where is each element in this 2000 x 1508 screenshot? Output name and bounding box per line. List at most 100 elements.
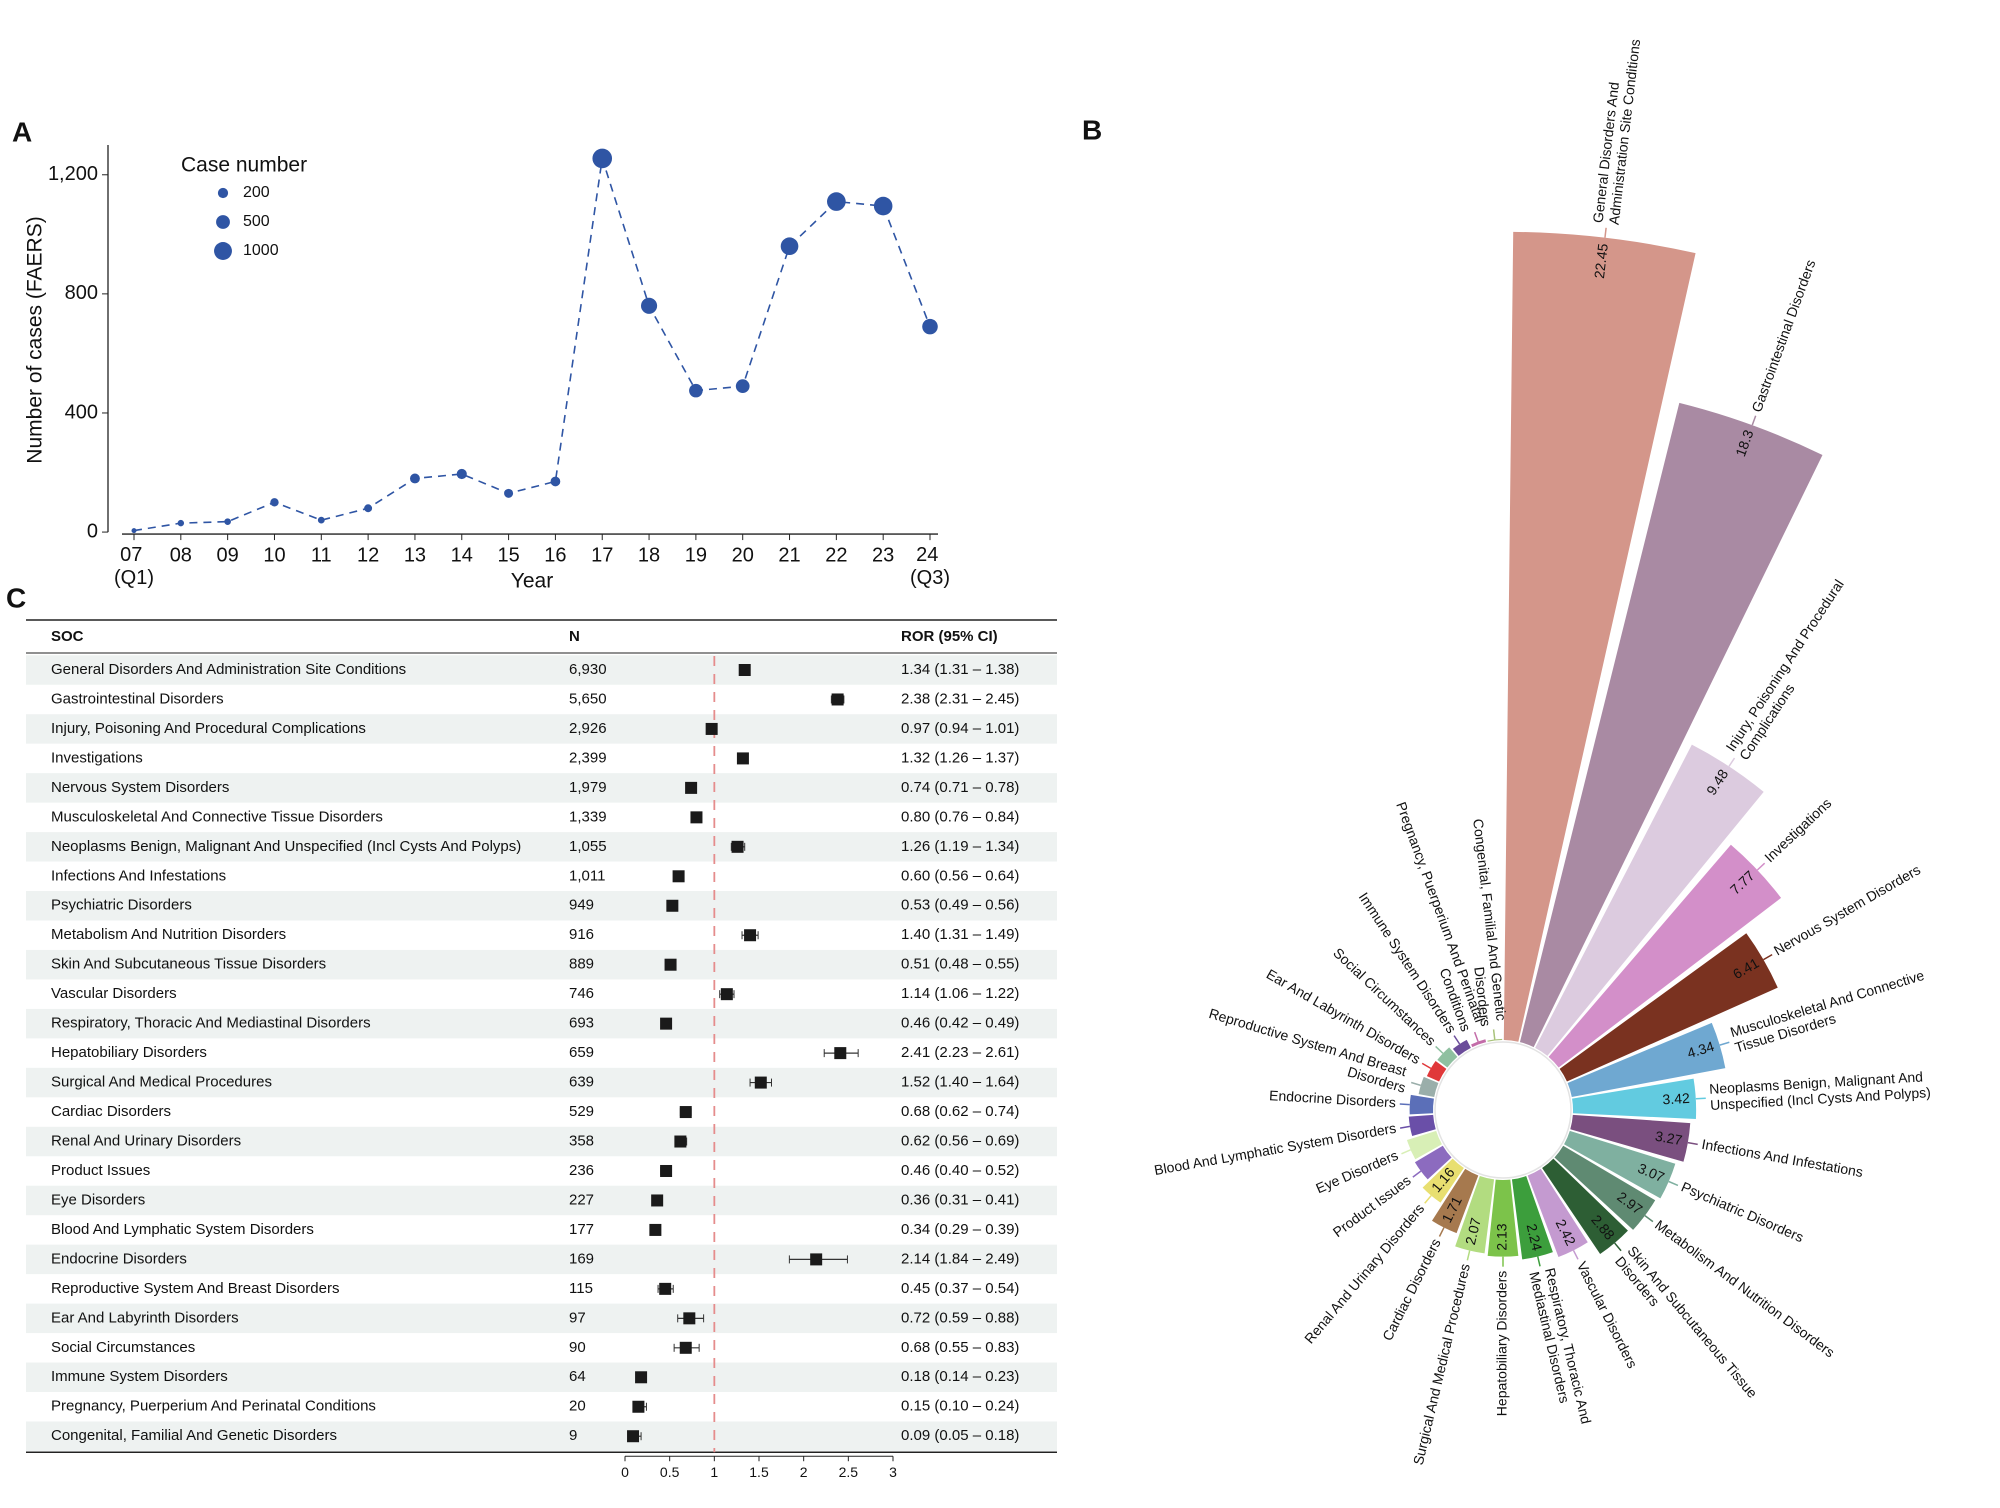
data-point	[735, 379, 750, 394]
bar	[1519, 402, 1823, 1048]
bar	[1414, 1145, 1452, 1180]
ror-point	[705, 722, 718, 735]
n-label: 639	[569, 1074, 594, 1091]
category-label: Surgical And Medical Procedures	[1410, 1262, 1473, 1466]
leader	[1466, 1250, 1471, 1261]
bar	[1487, 1179, 1519, 1257]
y-tick-label: 400	[65, 401, 98, 423]
leader	[1695, 1097, 1706, 1100]
n-label: 1,979	[569, 779, 607, 796]
soc-label: Renal And Urinary Disorders	[51, 1132, 241, 1149]
soc-label: Nervous System Disorders	[51, 779, 229, 796]
n-label: 949	[569, 897, 594, 914]
ror-label: 0.18 (0.14 – 0.23)	[901, 1368, 1019, 1385]
soc-label: Surgical And Medical Procedures	[51, 1074, 272, 1091]
bar	[1542, 1158, 1628, 1254]
soc-label: Blood And Lymphatic System Disorders	[51, 1221, 314, 1238]
category-label: Infections And Infestations	[1700, 1136, 1864, 1180]
ror-label: 0.36 (0.31 – 0.41)	[901, 1191, 1019, 1208]
leader	[1435, 1045, 1444, 1054]
bar	[1409, 1094, 1434, 1115]
x-tick-label: 20	[732, 544, 754, 566]
value-label: 2.13	[1494, 1223, 1510, 1250]
bar	[1418, 1076, 1439, 1098]
bar	[1535, 744, 1764, 1056]
x-tick-label: 23	[872, 544, 894, 566]
x-tick-label: 19	[685, 544, 707, 566]
bar	[1511, 1176, 1553, 1260]
ror-point	[672, 870, 685, 883]
soc-label: General Disorders And Administration Sit…	[51, 661, 406, 678]
leader	[1453, 1035, 1461, 1045]
x-tick-label: 09	[217, 544, 239, 566]
x-tick-label: 16	[544, 544, 566, 566]
ror-label: 0.51 (0.48 – 0.55)	[901, 956, 1019, 973]
n-label: 889	[569, 956, 594, 973]
row-shade	[26, 891, 1057, 921]
soc-label: Product Issues	[51, 1162, 150, 1179]
bar	[1452, 1039, 1471, 1056]
panel-label: A	[12, 116, 32, 147]
bar	[1570, 1114, 1691, 1162]
series-line	[133, 158, 931, 532]
leader	[1751, 415, 1757, 426]
soc-label: Psychiatric Disorders	[51, 897, 192, 914]
soc-label: Endocrine Disorders	[51, 1250, 187, 1267]
n-label: 529	[569, 1103, 594, 1120]
ror-point	[660, 1017, 673, 1030]
data-point	[224, 518, 231, 525]
ror-label: 2.14 (1.84 – 2.49)	[901, 1250, 1019, 1267]
x-tick-label: 11	[311, 544, 332, 566]
x-tick-label: 21	[778, 544, 800, 566]
bar	[1564, 1130, 1676, 1199]
row-shade	[26, 1067, 1057, 1098]
data-point	[131, 528, 137, 534]
row-shade	[26, 1303, 1057, 1334]
ror-point	[736, 752, 749, 765]
data-point	[550, 476, 561, 487]
value-label: 4.34	[1685, 1038, 1716, 1061]
n-label: 659	[569, 1044, 594, 1061]
category-label: General Disorders And Administration Sit…	[1589, 36, 1643, 225]
data-point	[592, 148, 613, 169]
n-label: 64	[569, 1368, 586, 1385]
bar	[1527, 1168, 1588, 1258]
row-shade	[26, 1185, 1057, 1216]
ror-point	[685, 781, 698, 794]
category-label: Reproductive System And Breast Disorders	[1203, 1005, 1413, 1096]
leader	[1604, 227, 1607, 238]
n-label: 227	[569, 1191, 594, 1208]
x-tick-label: 2	[800, 1464, 808, 1480]
data-point	[780, 237, 799, 256]
ror-label: 1.14 (1.06 – 1.22)	[901, 985, 1019, 1002]
soc-label: Immune System Disorders	[51, 1368, 228, 1385]
soc-label: Investigations	[51, 749, 143, 766]
leader	[1473, 1031, 1479, 1042]
n-label: 1,055	[569, 838, 607, 855]
ror-point	[744, 929, 757, 942]
ror-point	[651, 1194, 664, 1207]
ror-label: 0.74 (0.71 – 0.78)	[901, 779, 1019, 796]
value-label: 2.07	[1462, 1216, 1484, 1246]
n-label: 169	[569, 1250, 594, 1267]
ror-label: 1.52 (1.40 – 1.64)	[901, 1074, 1019, 1091]
x-tick-label: 24 (Q3)	[910, 544, 950, 589]
leader	[1763, 953, 1773, 961]
row-shade	[26, 949, 1057, 980]
bar	[1554, 1145, 1656, 1230]
ror-label: 0.97 (0.94 – 1.01)	[901, 720, 1019, 737]
data-point	[827, 192, 846, 211]
x-tick-label: 07 (Q1)	[114, 544, 154, 589]
n-label: 916	[569, 926, 594, 943]
n-label: 20	[569, 1398, 586, 1415]
n-label: 177	[569, 1221, 594, 1238]
ror-label: 0.68 (0.55 – 0.83)	[901, 1339, 1019, 1356]
data-point	[922, 318, 938, 335]
legend-label: 500	[243, 213, 270, 230]
inner-ring	[1434, 1041, 1572, 1179]
ror-label: 2.38 (2.31 – 2.45)	[901, 690, 1019, 707]
ror-point	[831, 693, 844, 706]
legend-symbol	[214, 242, 232, 260]
